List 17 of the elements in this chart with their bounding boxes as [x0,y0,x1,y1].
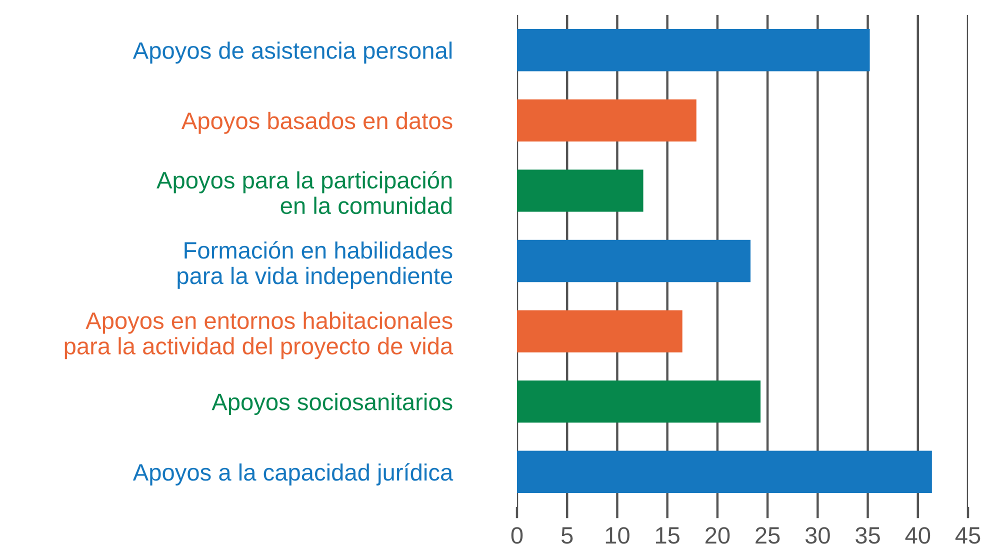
x-tick-label: 45 [955,527,980,544]
y-tick-label: Apoyos sociosanitarios [212,393,452,416]
x-tick-label: 5 [561,527,573,544]
y-tick-label: Formación en habilidades para la vida independiente [178,241,452,289]
y-tick-label: Apoyos basados en datos [181,112,452,134]
x-tick-label: 40 [905,527,930,544]
y-tick-label: Apoyos en entornos habitacionales para la actividad del proyecto de vida [64,312,454,360]
x-tick-label: 10 [606,527,630,544]
x-tick-label: 35 [856,527,880,544]
x-tick-label: 25 [756,527,780,544]
y-tick-label: Apoyos de asistencia personal [132,42,452,64]
x-tick-label: 0 [511,527,523,544]
y-tick-label: Apoyos a la capacidad jurídica [132,463,454,486]
y-tick-label: Apoyos para la participación en la comunidad [156,171,452,214]
x-tick-label: 15 [656,527,680,544]
x-tick-label: 20 [706,527,730,544]
x-tick-label: 30 [805,527,830,544]
